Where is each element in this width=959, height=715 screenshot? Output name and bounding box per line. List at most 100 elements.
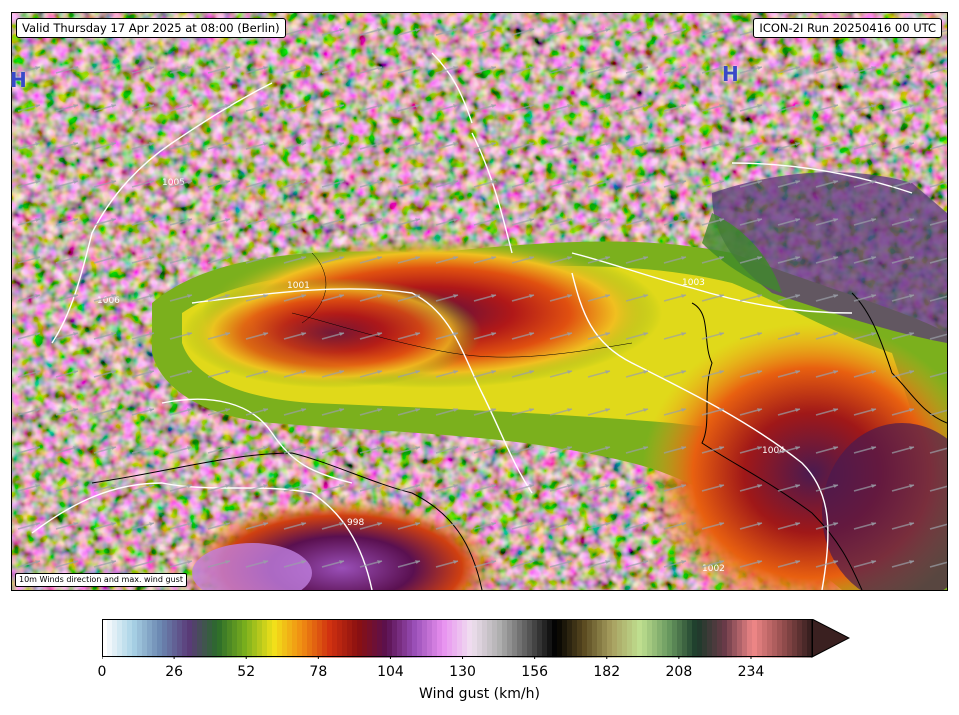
colorbar-cell (607, 619, 613, 658)
colorbar-cell (767, 619, 773, 658)
colorbar-cell (617, 619, 623, 658)
colorbar-cell (422, 619, 428, 658)
colorbar-cell (482, 619, 488, 658)
colorbar-cell (292, 619, 298, 658)
colorbar-cell (732, 619, 738, 658)
colorbar-cell (127, 619, 133, 658)
colorbar-tick-label: 52 (237, 664, 256, 680)
colorbar-cell (217, 619, 223, 658)
colorbar-cell (347, 619, 353, 658)
colorbar-cell (522, 619, 528, 658)
colorbar-tick-label: 78 (309, 664, 328, 680)
colorbar-cell (272, 619, 278, 658)
colorbar-cell (442, 619, 448, 658)
colorbar-cell (802, 619, 808, 658)
colorbar-cell (472, 619, 478, 658)
colorbar-cell (387, 619, 393, 658)
colorbar-cell (722, 619, 728, 658)
colorbar-cell (602, 619, 608, 658)
colorbar-title: Wind gust (km/h) (419, 686, 540, 702)
colorbar-cell (327, 619, 333, 658)
colorbar-cell (157, 619, 163, 658)
high-pressure-label: H (10, 68, 27, 92)
colorbar-cell (582, 619, 588, 658)
colorbar-cell (637, 619, 643, 658)
colorbar-cell (367, 619, 373, 658)
colorbar-cell (232, 619, 238, 658)
colorbar-cell (612, 619, 618, 658)
colorbar-cell (152, 619, 158, 658)
colorbar-cell (447, 619, 453, 658)
colorbar-cell (642, 619, 648, 658)
colorbar-extend-arrow (811, 619, 850, 658)
colorbar-cell (572, 619, 578, 658)
colorbar-cell (122, 619, 128, 658)
colorbar-cell (417, 619, 423, 658)
colorbar-cell (487, 619, 493, 658)
colorbar-cell (467, 619, 473, 658)
colorbar-cell (332, 619, 338, 658)
colorbar-cell (452, 619, 458, 658)
colorbar-cell (172, 619, 178, 658)
map-description-label: 10m Winds direction and max. wind gust (15, 573, 187, 587)
colorbar-cell (462, 619, 468, 658)
colorbar-cell (677, 619, 683, 658)
colorbar-cell (672, 619, 678, 658)
colorbar-cell (727, 619, 733, 658)
colorbar-tick-label: 234 (737, 664, 765, 680)
colorbar-cell (102, 619, 108, 658)
colorbar-cell (137, 619, 143, 658)
colorbar-cell (342, 619, 348, 658)
colorbar-cell (197, 619, 203, 658)
colorbar-cell (547, 619, 553, 658)
model-run-label: ICON-2I Run 20250416 00 UTC (753, 18, 942, 38)
colorbar-cell (652, 619, 658, 658)
colorbar-cell (177, 619, 183, 658)
colorbar-cell (317, 619, 323, 658)
colorbar-cell (207, 619, 213, 658)
colorbar-cell (667, 619, 673, 658)
colorbar-cell (557, 619, 563, 658)
colorbar-cell (707, 619, 713, 658)
colorbar-cell (107, 619, 113, 658)
colorbar-cell (627, 619, 633, 658)
colorbar-cell (697, 619, 703, 658)
colorbar-cell (457, 619, 463, 658)
colorbar-cell (682, 619, 688, 658)
colorbar-cell (717, 619, 723, 658)
colorbar-cell (587, 619, 593, 658)
colorbar-cell (187, 619, 193, 658)
colorbar-cell (792, 619, 798, 658)
colorbar-cell (662, 619, 668, 658)
colorbar-cell (202, 619, 208, 658)
colorbar-cell (117, 619, 123, 658)
colorbar-cell (807, 619, 813, 658)
colorbar-cell (212, 619, 218, 658)
colorbar-cell (192, 619, 198, 658)
colorbar-cell (687, 619, 693, 658)
colorbar-tick-label: 182 (593, 664, 621, 680)
colorbar-tick-label: 104 (377, 664, 404, 680)
colorbar-cell (527, 619, 533, 658)
colorbar-cell (752, 619, 758, 658)
colorbar-cell (337, 619, 343, 658)
colorbar-cell (427, 619, 433, 658)
colorbar-cell (162, 619, 168, 658)
map-canvas: 1001 1003 1004 1005 1006 998 1002 (12, 13, 947, 590)
colorbar-cell (312, 619, 318, 658)
colorbar-cell (167, 619, 173, 658)
colorbar-cell (262, 619, 268, 658)
colorbar-cell (757, 619, 763, 658)
colorbar-tick-label: 26 (165, 664, 184, 680)
colorbar-cell (247, 619, 253, 658)
colorbar-cell (142, 619, 148, 658)
colorbar-cell (552, 619, 558, 658)
colorbar-tick-label: 130 (449, 664, 476, 680)
colorbar-cell (182, 619, 188, 658)
colorbar-cell (492, 619, 498, 658)
colorbar-cell (692, 619, 698, 658)
colorbar-cell (382, 619, 388, 658)
colorbar-cell (647, 619, 653, 658)
colorbar-cell (797, 619, 803, 658)
colorbar (102, 619, 850, 659)
